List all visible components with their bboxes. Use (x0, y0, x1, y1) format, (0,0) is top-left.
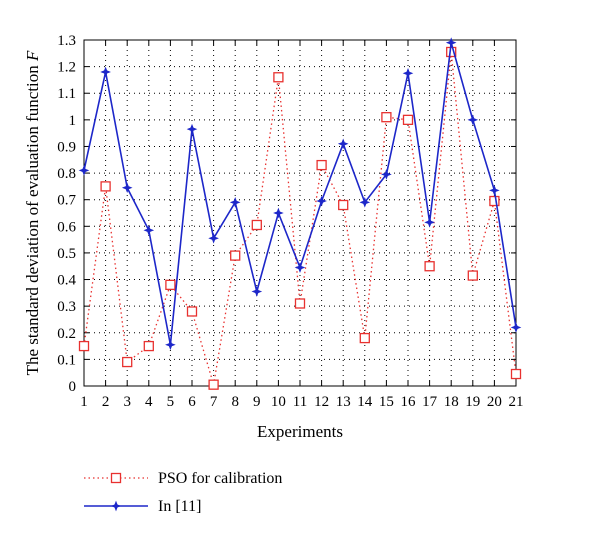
data-point (229, 197, 241, 208)
data-point (251, 286, 263, 297)
data-point (359, 197, 371, 208)
grid (84, 40, 516, 386)
x-tick-label: 19 (465, 394, 480, 410)
y-tick-label: 0.3 (57, 299, 76, 315)
x-tick-label: 21 (509, 394, 524, 410)
data-point (510, 368, 522, 380)
y-tick-label: 1.2 (57, 60, 76, 76)
y-tick-label: 0.4 (57, 273, 76, 289)
x-tick-label: 14 (357, 394, 373, 410)
legend-item: PSO for calibration (84, 470, 282, 487)
x-tick-label: 3 (123, 394, 131, 410)
y-tick-label: 1 (69, 113, 77, 129)
x-tick-label: 13 (336, 394, 351, 410)
data-point (208, 232, 219, 244)
y-axis-label-symbol: F (23, 50, 42, 62)
x-tick-label: 9 (253, 394, 261, 410)
axis-ticks: 00.10.20.30.40.50.60.70.80.911.11.21.31 2… (57, 33, 523, 410)
data-point (381, 169, 392, 180)
data-point (402, 114, 414, 125)
y-tick-label: 0 (69, 379, 77, 395)
data-point (489, 195, 500, 207)
data-point (273, 207, 284, 219)
x-tick-label: 17 (422, 394, 438, 410)
data-point (294, 262, 306, 273)
data-point (424, 261, 435, 272)
data-point (186, 306, 198, 317)
data-point (208, 379, 219, 390)
x-tick-label: 5 (167, 394, 175, 410)
y-tick-label: 0.8 (57, 166, 76, 182)
data-point (445, 37, 457, 48)
series-line (83, 51, 517, 385)
legend-label: PSO for calibration (158, 470, 282, 487)
series-layer (78, 37, 522, 390)
data-point (186, 123, 198, 135)
x-tick-label: 1 (80, 394, 88, 410)
data-point (294, 298, 306, 309)
data-point (165, 279, 176, 291)
data-point (402, 67, 414, 79)
x-tick-label: 6 (188, 394, 196, 410)
data-point (467, 114, 479, 126)
data-point (78, 165, 90, 176)
data-point (467, 270, 478, 281)
x-tick-label: 12 (314, 394, 329, 410)
y-tick-label: 0.5 (57, 246, 76, 262)
x-tick-label: 20 (487, 394, 502, 410)
data-point (121, 182, 133, 194)
legend-label: In [11] (158, 498, 201, 515)
legend: PSO for calibration In [11] (84, 470, 282, 515)
y-tick-label: 0.7 (57, 193, 76, 209)
data-point (359, 332, 370, 344)
x-axis-label: Experiments (257, 422, 343, 441)
data-point (510, 322, 522, 333)
x-tick-label: 16 (401, 394, 417, 410)
x-tick-label: 4 (145, 394, 153, 410)
series-2 (78, 37, 522, 351)
y-tick-label: 0.2 (57, 326, 76, 342)
data-point (424, 217, 435, 228)
y-tick-label: 0.9 (57, 139, 76, 155)
series-1 (78, 46, 522, 390)
data-point (165, 339, 176, 351)
y-axis-label: The standard deviation of evaluation fun… (23, 50, 42, 375)
data-point (381, 112, 392, 123)
x-tick-label: 2 (102, 394, 110, 410)
data-point (316, 195, 327, 207)
data-point (316, 159, 327, 171)
data-point (251, 219, 262, 231)
data-point (338, 199, 349, 211)
data-point (78, 340, 90, 352)
plot-area-frame (83, 39, 517, 387)
x-tick-label: 18 (444, 394, 459, 410)
y-tick-label: 1.1 (57, 86, 76, 102)
data-point (100, 66, 111, 78)
legend-item: In [11] (84, 498, 201, 515)
y-tick-label: 1.3 (57, 33, 76, 49)
x-tick-label: 11 (293, 394, 307, 410)
data-point (337, 138, 349, 150)
data-point (489, 185, 500, 196)
x-tick-label: 7 (210, 394, 218, 410)
legend-marker (110, 472, 122, 484)
data-point (143, 340, 154, 352)
y-axis-label-text: The standard deviation of evaluation fun… (23, 61, 42, 375)
y-tick-label: 0.6 (57, 219, 76, 235)
x-tick-label: 10 (271, 394, 286, 410)
data-point (100, 181, 111, 192)
y-tick-label: 0.1 (57, 352, 76, 368)
x-tick-label: 15 (379, 394, 394, 410)
data-point (273, 72, 284, 83)
legend-marker (110, 500, 122, 512)
data-point (230, 250, 241, 261)
x-tick-label: 8 (231, 394, 239, 410)
data-point (122, 356, 133, 368)
data-point (143, 224, 155, 236)
